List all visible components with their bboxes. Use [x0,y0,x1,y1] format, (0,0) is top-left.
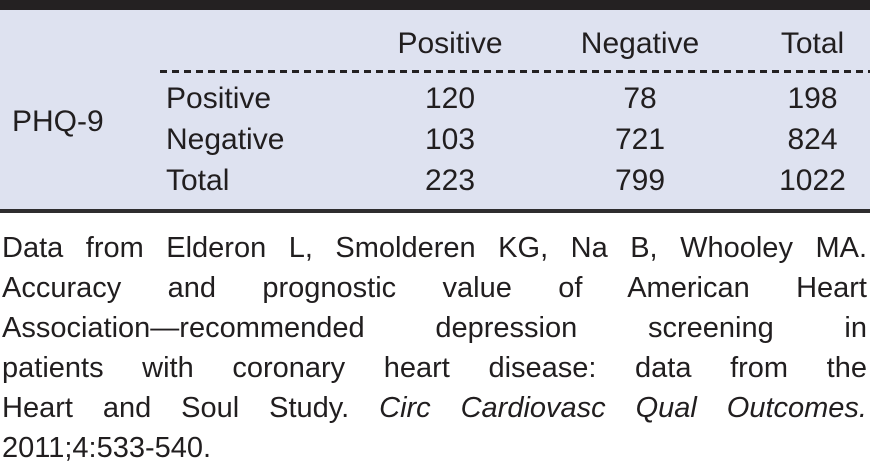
caption-line-3: Association—recommended depression scree… [2,312,867,344]
top-border-rule [0,0,870,10]
cell-positive-negative: 78 [623,81,657,115]
cell-positive-positive: 120 [424,81,476,115]
row-group-label: PHQ-9 [12,105,104,138]
caption-line-6: 2011;4:533-540. [2,432,212,464]
dashed-divider [160,70,870,73]
journal-name-italic: Circ Cardiovasc Qual Outcomes. [379,392,867,424]
cell-total-total: 1022 [779,163,846,197]
row-spacer [0,160,160,201]
cell-total-positive: 223 [424,163,476,197]
caption-line-1: Data from Elderon L, Smolderen KG, Na B,… [2,232,867,264]
cell-negative-negative: 721 [614,122,666,156]
caption-line-5: Heart and Soul Study. Circ Cardiovasc Qu… [2,388,867,428]
caption-line-2: Accuracy and prognostic value of America… [2,272,867,304]
contingency-table-panel: PHQ-9 Positive Negative Total Positive 1… [0,10,870,209]
caption-line-4: patients with coronary heart disease: da… [2,352,867,384]
source-citation: Data from Elderon L, Smolderen KG, Na B,… [0,213,870,468]
contingency-table: Positive Negative Total Positive 120 78 … [0,10,870,201]
col-header-positive: Positive [397,27,503,60]
bottom-border-rule [0,209,870,213]
header-spacer-rowlabel [160,24,355,64]
row-label-total: Total [166,163,230,197]
col-header-total: Total [780,27,845,60]
col-header-negative: Negative [580,27,700,60]
row-label-negative: Negative [166,122,285,156]
header-spacer-group [0,24,160,64]
caption-line-5-text: Heart and Soul Study. [2,392,380,424]
row-label-positive: Positive [166,81,272,115]
cell-negative-total: 824 [787,122,838,156]
cell-total-negative: 799 [614,163,666,197]
cell-negative-positive: 103 [424,122,476,156]
dashed-divider-spacer [0,64,160,78]
cell-positive-total: 198 [787,81,838,115]
